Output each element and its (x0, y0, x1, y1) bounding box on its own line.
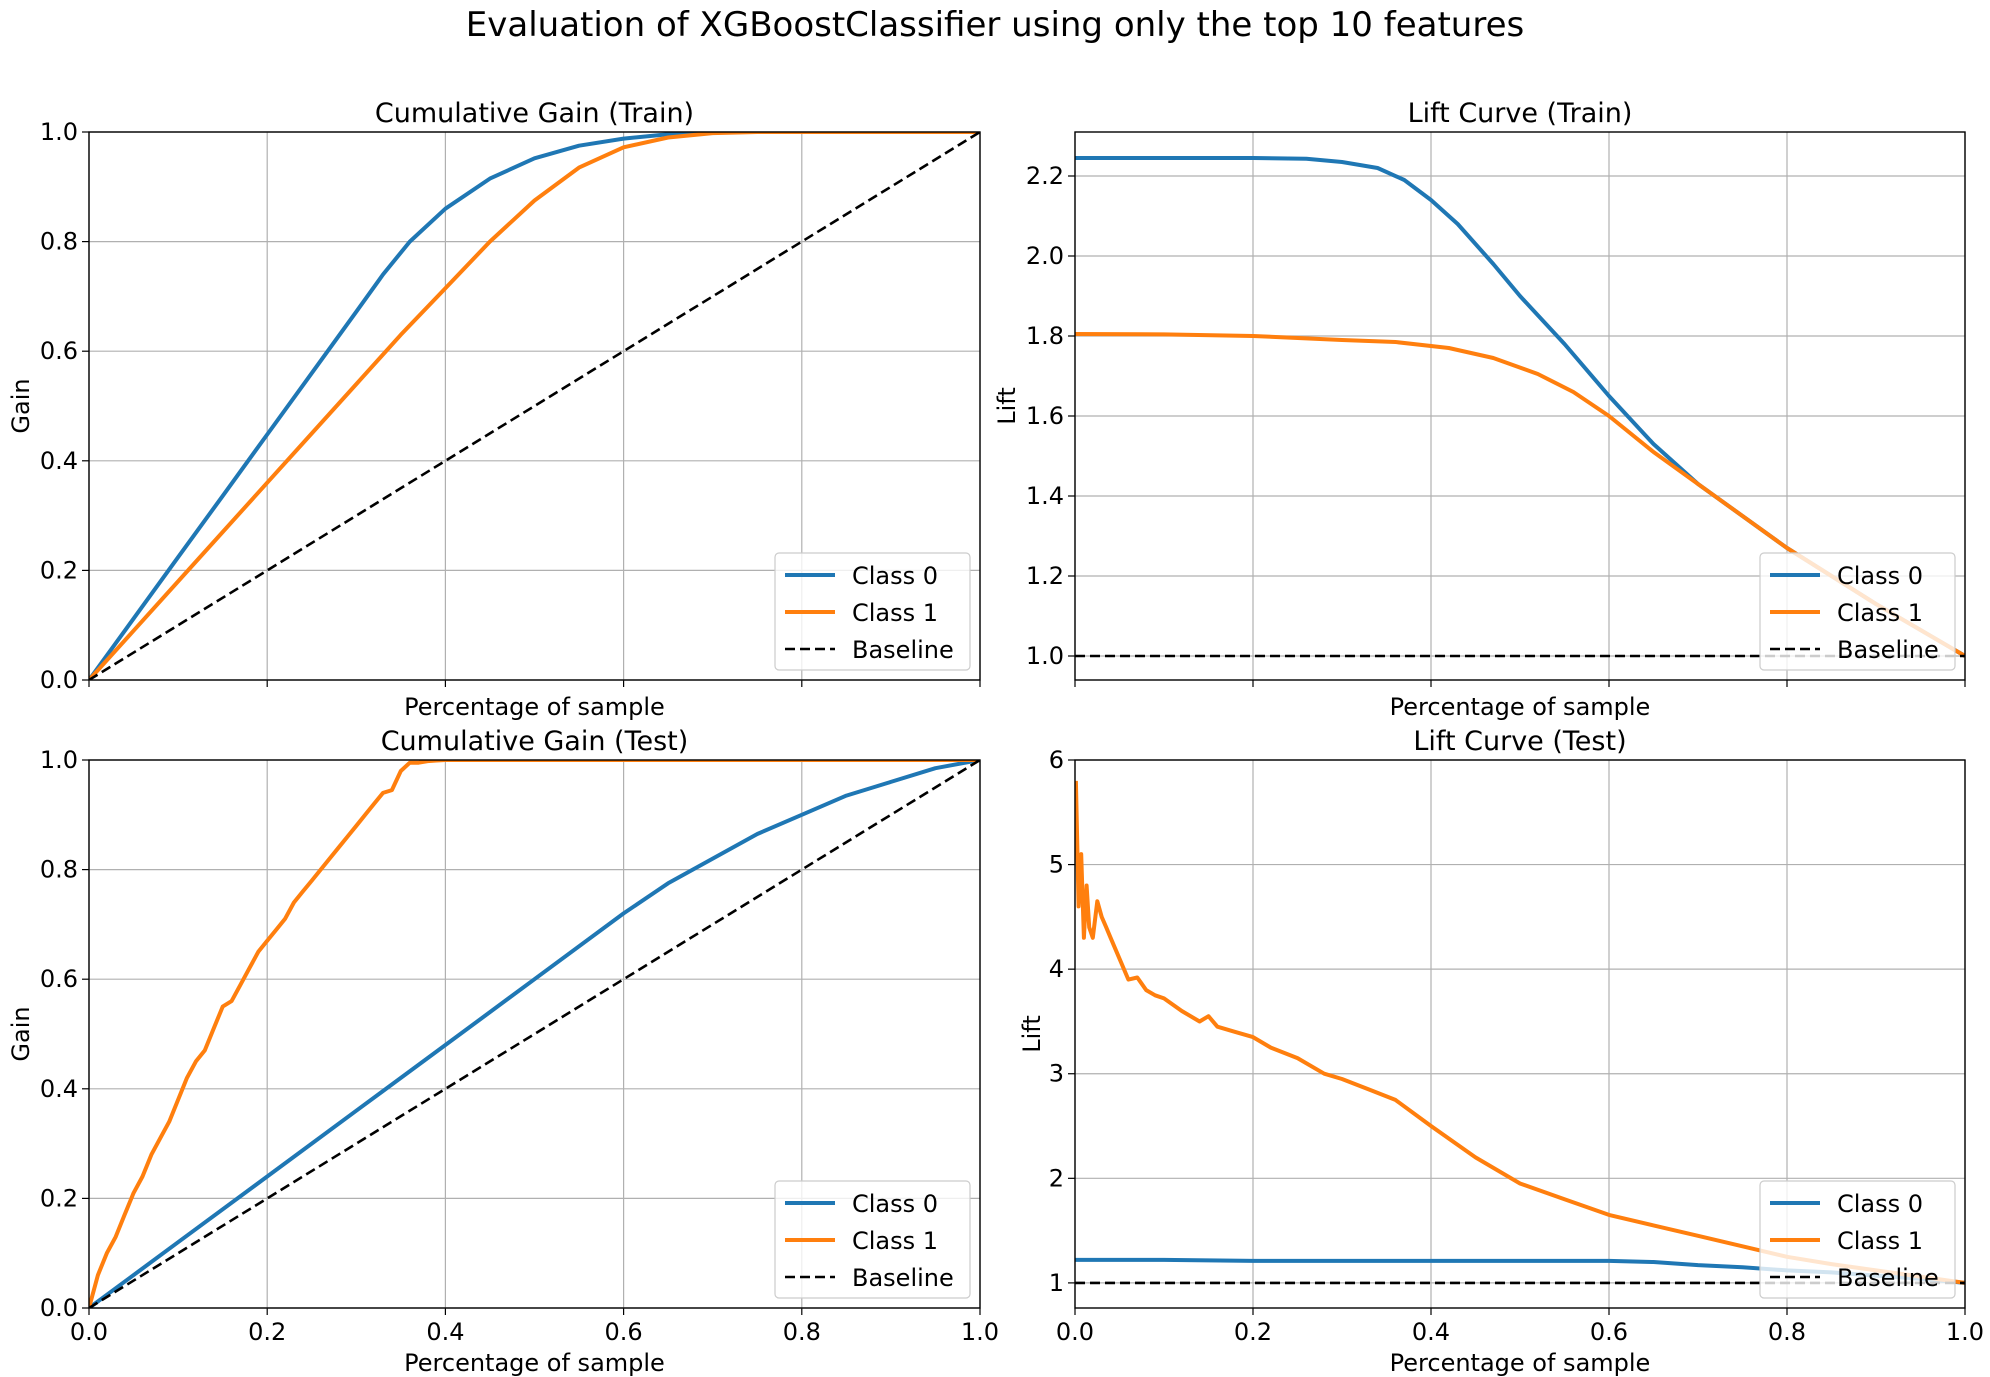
y-tick-label: 0.4 (40, 1075, 78, 1103)
y-tick-label: 6 (1049, 746, 1064, 774)
subplot-title: Lift Curve (Train) (1408, 98, 1633, 129)
x-tick-label: 1.0 (1946, 1318, 1984, 1346)
axes-frame (88, 759, 981, 1309)
axes-frame (88, 131, 981, 681)
legend-entry: Class 0 (852, 562, 938, 590)
x-tick-label: 0.6 (1590, 1318, 1628, 1346)
legend-entry: Baseline (852, 1264, 954, 1292)
y-axis-label: Gain (7, 378, 35, 433)
y-tick-label: 0.2 (40, 1184, 78, 1212)
legend-entry: Class 0 (852, 1190, 938, 1218)
y-tick-label: 1.0 (40, 746, 78, 774)
y-axis-label: Gain (7, 1006, 35, 1061)
legend-box (774, 552, 971, 671)
y-tick-label: 0.6 (40, 965, 78, 993)
y-tick-label: 1.4 (1026, 482, 1064, 510)
legend-entry: Baseline (852, 636, 954, 664)
legend-entry: Class 1 (852, 1227, 938, 1255)
x-tick-label: 0.4 (426, 1318, 464, 1346)
series-line-class-0 (89, 132, 980, 680)
legend-box (1759, 552, 1956, 671)
legend-entry: Class 1 (1837, 1227, 1923, 1255)
y-tick-label: 0.2 (40, 556, 78, 584)
legend-entry: Baseline (1837, 1264, 1939, 1292)
legend: Class 0 Class 1 Baseline (774, 1180, 971, 1299)
series-line-baseline (89, 132, 980, 680)
subplots: 0.0 0.2 0.4 0.6 0.8 1.0 Cumulative Gain (Train… (7, 98, 1984, 1377)
series-line-class-1 (1075, 780, 1965, 1285)
y-tick-label: 4 (1049, 955, 1064, 983)
subplot-title: Lift Curve (Test) (1413, 726, 1626, 757)
y-tick-label: 5 (1049, 851, 1064, 879)
y-tick-label: 1.8 (1026, 322, 1064, 350)
x-tick-label: 0.2 (248, 1318, 286, 1346)
legend: Class 0 Class 1 Baseline (774, 552, 971, 671)
series-group (89, 760, 980, 1308)
x-tick-label: 0.8 (1768, 1318, 1806, 1346)
legend-entry: Class 1 (852, 599, 938, 627)
series-line-class-1 (89, 132, 980, 680)
series-line-class-1 (89, 760, 980, 1308)
subplot-4: 0.0 0.2 0.4 0.6 0.8 1.0 1 2 3 4 5 6 Lift Curve (Test… (1018, 726, 1984, 1377)
y-tick-label: 0.6 (40, 337, 78, 365)
x-axis-label: Percentage of sample (1390, 1349, 1651, 1377)
x-axis-label: Percentage of sample (404, 693, 665, 721)
y-tick-label: 0.4 (40, 447, 78, 475)
y-tick-label: 0.0 (40, 1294, 78, 1322)
y-tick-label: 1.6 (1026, 402, 1064, 430)
series-line-class-0 (89, 760, 980, 1308)
x-tick-label: 0.6 (605, 1318, 643, 1346)
legend-box (1759, 1180, 1956, 1299)
series-line-baseline (89, 760, 980, 1308)
subplot-title: Cumulative Gain (Train) (375, 98, 694, 129)
axes-frame (1074, 131, 1966, 681)
subplot-3: 0.0 0.2 0.4 0.6 0.8 1.0 0.0 0.2 0.4 0.6 0.8 1.0 Cumu… (7, 726, 999, 1377)
x-tick-label: 0.8 (783, 1318, 821, 1346)
x-tick-label: 0.2 (1234, 1318, 1272, 1346)
x-axis-label: Percentage of sample (1390, 693, 1651, 721)
y-axis-label: Lift (1018, 1015, 1046, 1052)
legend-entry: Class 0 (1837, 1190, 1923, 1218)
x-axis-label: Percentage of sample (404, 1349, 665, 1377)
legend-entry: Baseline (1837, 636, 1939, 664)
y-axis-label: Lift (993, 387, 1021, 424)
y-tick-label: 0.8 (40, 228, 78, 256)
subplot-2: 1.0 1.2 1.4 1.6 1.8 2.0 2.2 Lift Curve (Train) P… (993, 98, 1966, 721)
legend: Class 0 Class 1 Baseline (1759, 552, 1956, 671)
y-tick-label: 0.8 (40, 856, 78, 884)
legend-entry: Class 0 (1837, 562, 1923, 590)
y-tick-label: 1.0 (40, 118, 78, 146)
y-tick-label: 2.2 (1026, 162, 1064, 190)
subplot-title: Cumulative Gain (Test) (381, 726, 689, 757)
y-tick-label: 1.0 (1026, 642, 1064, 670)
series-group (89, 132, 980, 680)
legend-entry: Class 1 (1837, 599, 1923, 627)
y-tick-label: 2.0 (1026, 242, 1064, 270)
y-tick-label: 2 (1049, 1164, 1064, 1192)
y-tick-label: 1 (1049, 1269, 1064, 1297)
x-tick-label: 0.4 (1412, 1318, 1450, 1346)
axes-frame (1074, 759, 1966, 1309)
legend: Class 0 Class 1 Baseline (1759, 1180, 1956, 1299)
x-tick-label: 1.0 (961, 1318, 999, 1346)
y-tick-label: 3 (1049, 1060, 1064, 1088)
y-tick-label: 0.0 (40, 666, 78, 694)
figure-title: Evaluation of XGBoostClassifier using on… (466, 5, 1524, 45)
subplot-1: 0.0 0.2 0.4 0.6 0.8 1.0 Cumulative Gain (Train… (7, 98, 981, 721)
legend-box (774, 1180, 971, 1299)
y-tick-label: 1.2 (1026, 562, 1064, 590)
x-tick-label: 0.0 (70, 1318, 108, 1346)
x-tick-label: 0.0 (1056, 1318, 1094, 1346)
